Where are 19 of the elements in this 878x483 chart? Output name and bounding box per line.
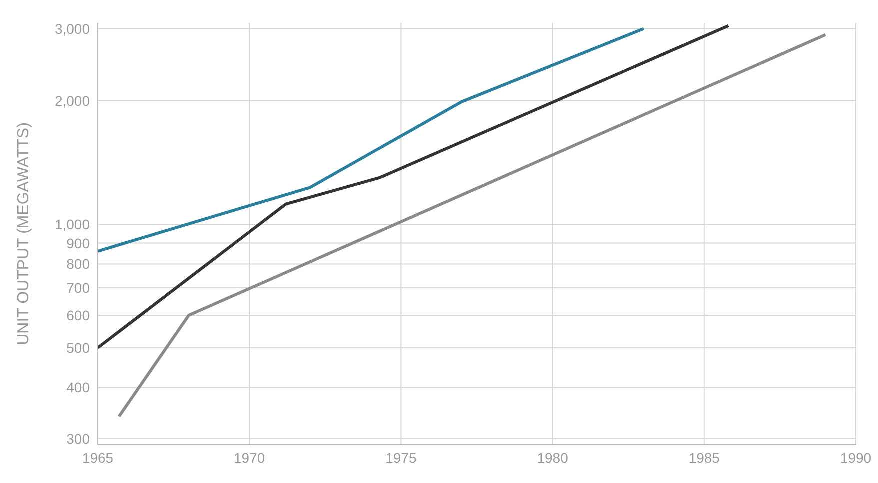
line-series — [98, 24, 730, 350]
y-tick-label: 1,000 — [54, 216, 90, 232]
x-tick-label: 1985 — [688, 450, 720, 466]
y-tick-label: 500 — [66, 340, 90, 356]
x-tick-label: 1965 — [82, 450, 114, 466]
y-tick-label: 800 — [66, 256, 90, 272]
y-tick-label: 300 — [66, 430, 90, 447]
y-tick-label: 400 — [66, 380, 90, 396]
x-tick-label: 1975 — [386, 450, 417, 466]
x-tick-label: 1970 — [234, 450, 266, 466]
x-tick-label: 1980 — [537, 450, 569, 466]
y-tick-label: 700 — [66, 280, 90, 296]
y-axis-title: UNIT OUTPUT (MEGAWATTS) — [16, 122, 33, 346]
y-tick-label: 900 — [66, 235, 90, 252]
y-tick-label: 2,000 — [54, 93, 90, 110]
line-series — [98, 27, 646, 253]
y-tick-label: 600 — [66, 307, 90, 324]
x-tick-label: 1990 — [840, 450, 872, 466]
y-tick-label: 3,000 — [54, 20, 90, 37]
